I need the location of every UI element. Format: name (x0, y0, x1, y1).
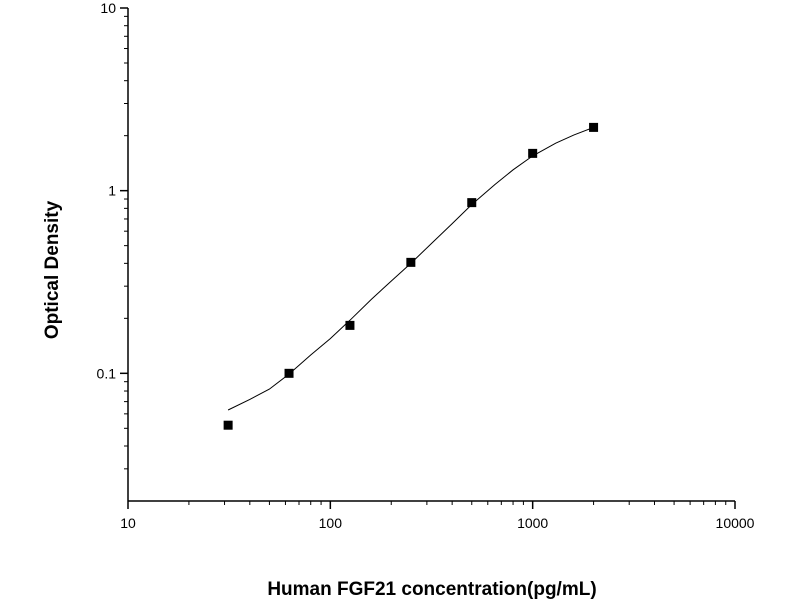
x-tick-label: 10000 (716, 515, 755, 531)
data-point (345, 320, 355, 330)
y-tick-label: 1 (108, 183, 116, 199)
y-tick-label: 0.1 (97, 365, 117, 381)
data-point (589, 122, 599, 132)
x-tick-label: 1000 (517, 515, 548, 531)
data-point (406, 257, 416, 267)
fit-curve (227, 126, 594, 411)
x-tick-label: 10 (120, 515, 136, 531)
x-tick-label: 100 (319, 515, 343, 531)
data-point (467, 198, 477, 208)
x-axis-ticks: 10 100 1000 10000 (120, 501, 755, 531)
y-tick-label: 10 (100, 0, 116, 16)
x-axis-title: Human FGF21 concentration(pg/mL) (267, 579, 596, 600)
data-point (528, 148, 538, 158)
y-axis-title: Optical Density (42, 200, 63, 339)
data-point (284, 368, 294, 378)
data-point (223, 420, 233, 430)
y-axis-ticks: 0.1 1 10 (97, 0, 128, 470)
data-points (223, 122, 599, 430)
